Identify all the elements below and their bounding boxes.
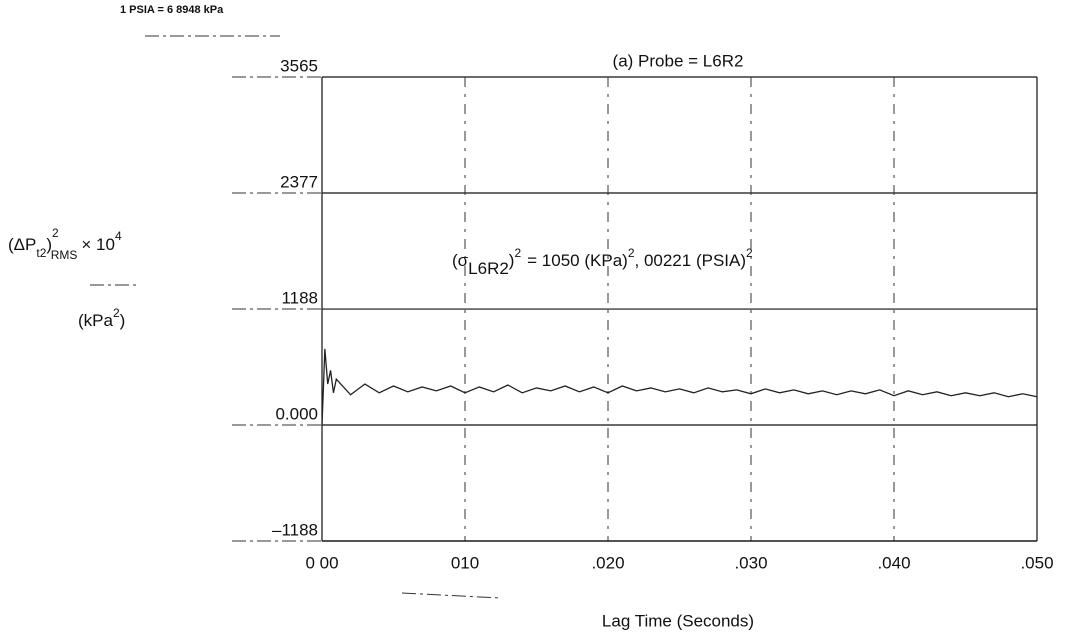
x-tick-label: 010 <box>451 553 479 572</box>
y-tick-label: 1188 <box>281 289 318 308</box>
y-label-part: 2 <box>52 226 59 240</box>
annotation-part: , 00221 (PSIA) <box>635 251 747 270</box>
y-label-part: ) <box>46 235 52 254</box>
y-tick-label: 2377 <box>280 172 318 191</box>
annotation-part: ) <box>509 251 515 270</box>
annotation: (σL6R2)2 = 1050 (KPa)2, 00221 (PSIA)2 <box>452 246 753 278</box>
y-unit-part: ) <box>120 311 126 330</box>
y-label-part: RMS <box>51 248 78 262</box>
chart-title: (a) Probe = L6R2 <box>613 51 744 70</box>
x-tick-label: .020 <box>591 553 624 572</box>
y-label-part: t2 <box>36 246 46 260</box>
decoration <box>401 592 501 599</box>
x-tick-label: .030 <box>734 553 767 572</box>
annotation-part: 2 <box>628 246 635 260</box>
annotation-part: (σ <box>452 251 469 270</box>
data-line <box>321 348 1038 426</box>
annotation-part: = 1050 (KPa) <box>527 251 628 270</box>
annotation-part: 2 <box>746 246 753 260</box>
conversion-note: 1 PSIA = 6 8948 kPa <box>120 4 224 16</box>
x-tick-label: .050 <box>1020 553 1053 572</box>
y-axis-label: (ΔPt2)2 RMS× 104 <box>8 226 122 262</box>
x-tick-label: .040 <box>877 553 910 572</box>
annotation-part: 2 <box>514 246 521 260</box>
y-unit-part: 2 <box>113 306 120 320</box>
y-label-part: 4 <box>115 229 122 243</box>
y-label-part: (ΔP <box>8 235 36 254</box>
y-tick-label: 0.000 <box>275 405 318 424</box>
y-unit-part: (kPa <box>78 311 114 330</box>
annotation-part: L6R2 <box>468 259 509 278</box>
y-tick-label: 3565 <box>280 56 318 75</box>
y-tick-label: –1188 <box>272 520 318 539</box>
x-tick-label: 0 00 <box>305 553 338 572</box>
x-axis-label: Lag Time (Seconds) <box>602 611 754 630</box>
y-label-part: × 10 <box>81 235 115 254</box>
y-axis-unit: (kPa2) <box>78 306 125 330</box>
